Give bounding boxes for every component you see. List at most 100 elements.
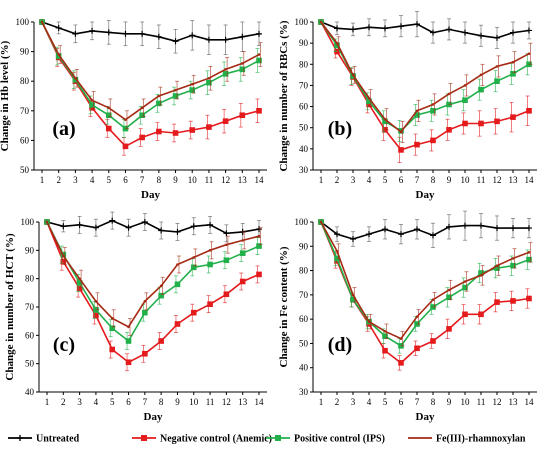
data-point [158, 227, 165, 234]
data-point [222, 71, 229, 77]
data-point [350, 296, 356, 303]
data-point [319, 20, 323, 24]
x-tick-label: 6 [126, 397, 131, 407]
x-tick-label: 6 [123, 175, 128, 185]
y-tick-label: 60 [299, 102, 309, 112]
series-untreated [318, 210, 532, 248]
y-axis-label: Change in number of RBCs (%) [278, 20, 290, 171]
data-point [366, 231, 372, 238]
x-tick-label: 12 [493, 397, 502, 407]
data-point [140, 106, 144, 110]
data-point [446, 294, 452, 301]
x-tick-label: 2 [335, 397, 340, 407]
data-point [256, 226, 262, 233]
series-line [46, 219, 260, 235]
data-point [207, 221, 214, 228]
data-point [189, 127, 196, 133]
data-point [157, 94, 161, 98]
data-point [510, 262, 516, 269]
x-tick-label: 8 [431, 397, 436, 407]
data-point [510, 71, 516, 77]
data-point [415, 109, 419, 113]
data-point [207, 76, 211, 80]
data-point [143, 300, 147, 303]
data-point [55, 53, 62, 59]
data-point [241, 62, 244, 65]
data-point [382, 333, 388, 339]
data-point [366, 101, 372, 108]
data-point [174, 281, 181, 288]
x-tick-label: 5 [383, 175, 388, 185]
data-point [511, 60, 515, 64]
y-tick-label: 60 [25, 330, 35, 340]
data-point [124, 118, 127, 121]
data-point [478, 222, 484, 229]
x-tick-label: 10 [188, 175, 198, 185]
data-point [190, 309, 197, 316]
y-tick-label: 30 [299, 387, 309, 397]
data-point [526, 256, 532, 263]
data-point [190, 223, 197, 230]
data-point [351, 293, 355, 297]
data-point [462, 29, 468, 36]
data-point [174, 88, 177, 92]
legend-label: Fe(III)-rhamnoxylan [436, 434, 526, 445]
y-tick-label: 40 [299, 363, 309, 373]
data-point [462, 311, 468, 318]
x-tick-label: 4 [94, 397, 99, 407]
y-tick-label: 90 [299, 38, 309, 48]
data-point [105, 29, 112, 36]
x-tick-label: 10 [461, 175, 471, 185]
y-tick-label: 50 [299, 123, 309, 133]
data-point [223, 257, 230, 264]
legend-label: Negative control (Anemic) [160, 434, 272, 445]
series-fe-iii-rhamnoxylan [319, 20, 533, 143]
x-axis-label: Day [416, 189, 435, 201]
data-point [431, 103, 435, 106]
data-point [139, 112, 145, 119]
data-point [62, 254, 65, 258]
data-point [495, 264, 499, 268]
x-tick-label: 13 [238, 397, 248, 407]
data-point [208, 249, 212, 252]
data-point [431, 298, 435, 302]
data-point [367, 96, 371, 100]
series-positive-control-ips [44, 219, 262, 350]
data-point [110, 317, 114, 320]
data-point [222, 36, 229, 43]
y-tick-label: 70 [299, 290, 309, 300]
data-point [414, 226, 420, 233]
y-tick-label: 50 [25, 359, 35, 369]
x-tick-label: 14 [525, 175, 535, 185]
data-point [398, 147, 404, 153]
y-tick-label: 60 [299, 314, 309, 324]
data-point [206, 79, 212, 86]
data-point [223, 230, 230, 237]
x-tick-label: 7 [415, 175, 420, 185]
data-point [398, 23, 404, 30]
data-point [414, 345, 420, 352]
y-axis-label: Change in Fe content (%) [278, 246, 290, 367]
x-tick-label: 11 [477, 397, 486, 407]
data-point [494, 78, 500, 84]
x-tick-label: 2 [335, 175, 340, 185]
data-point [494, 225, 500, 232]
series-line [46, 221, 260, 328]
y-tick-label: 80 [25, 274, 35, 284]
y-tick-label: 100 [21, 217, 35, 227]
data-point [478, 311, 484, 318]
series-line [41, 21, 260, 121]
data-point [478, 86, 484, 93]
x-tick-label: 3 [73, 175, 78, 185]
x-tick-label: 2 [61, 397, 66, 407]
data-point [76, 221, 83, 228]
data-point [257, 234, 261, 238]
data-point [414, 112, 420, 118]
data-point [462, 284, 468, 291]
y-tick-label: 90 [25, 245, 35, 255]
data-point [446, 223, 452, 230]
x-tick-label: 9 [175, 397, 180, 407]
data-point [239, 66, 246, 73]
